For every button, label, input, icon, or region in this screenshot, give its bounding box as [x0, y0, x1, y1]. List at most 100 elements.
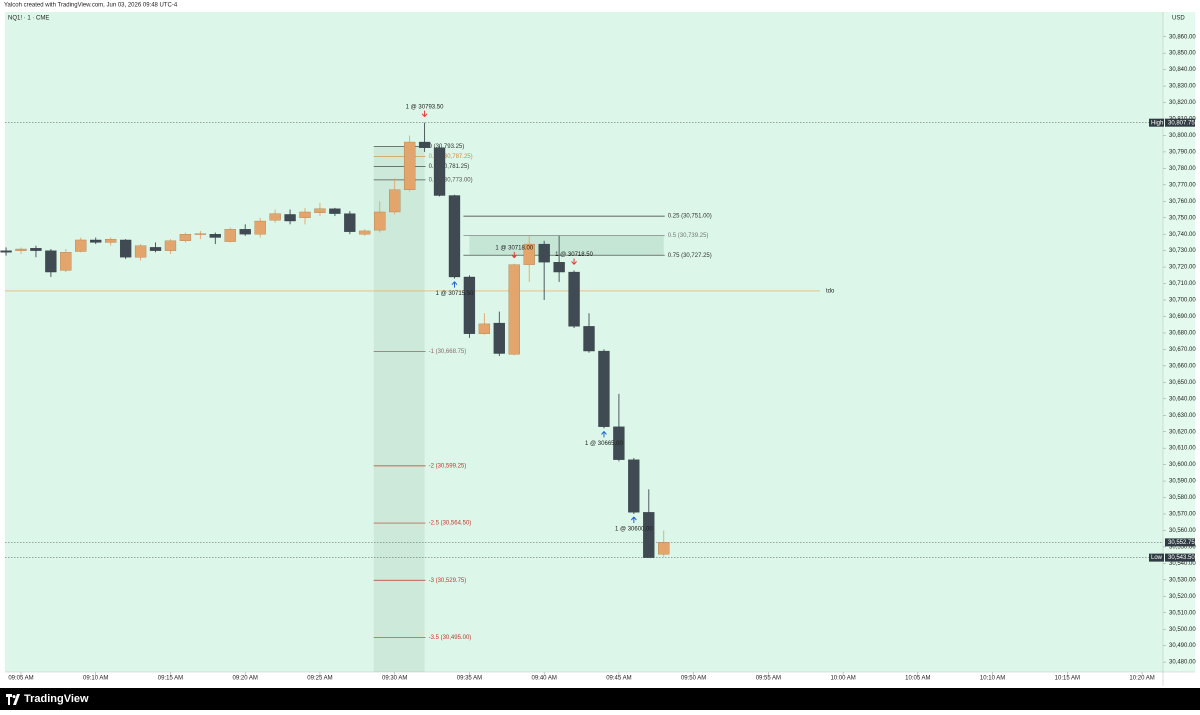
candle-body: [105, 238, 117, 243]
fib-label: -3.5 (30,495.00): [429, 635, 472, 641]
y-tick-label: 30,610.00: [1169, 446, 1196, 452]
buy-arrow: [601, 431, 607, 438]
y-tick-label: 30,530.00: [1169, 577, 1196, 583]
candle-body: [433, 147, 446, 196]
y-tick-label: 30,500.00: [1169, 627, 1196, 633]
x-tick-label: 09:50 AM: [681, 676, 706, 682]
x-tick-label: 09:55 AM: [756, 676, 781, 682]
y-tick-label: 30,490.00: [1169, 643, 1196, 649]
candle-body: [149, 247, 162, 251]
candle-body: [194, 233, 207, 235]
x-tick-label: 09:45 AM: [606, 676, 631, 682]
x-tick-label: 09:10 AM: [83, 676, 108, 682]
x-tick-label: 10:10 AM: [980, 676, 1005, 682]
candle-body: [119, 239, 132, 258]
y-tick-label: 30,670.00: [1169, 347, 1196, 353]
candle-body: [613, 426, 625, 460]
y-tick-label: 30,520.00: [1169, 594, 1196, 600]
trade-label: 1 @ 30715.50: [436, 291, 474, 297]
x-tick-label: 10:05 AM: [905, 676, 930, 682]
y-tick-label: 30,750.00: [1169, 215, 1196, 221]
trade-label: 1 @ 30665.00: [585, 441, 623, 447]
candle-body: [598, 350, 610, 427]
candle-body: [538, 243, 550, 263]
candle-body: [463, 276, 476, 334]
trade-label: 1 @ 30793.50: [406, 104, 444, 110]
price-badge-label: 30,543.50: [1168, 555, 1195, 561]
buy-arrow: [451, 281, 458, 288]
fib-label: -2 (30,599.25): [429, 463, 467, 469]
x-tick-label: 09:25 AM: [307, 676, 332, 682]
candle-body: [60, 252, 72, 271]
x-tick-label: 10:20 AM: [1129, 676, 1154, 682]
y-tick-label: 30,550.00: [1169, 544, 1196, 550]
candle-body: [299, 211, 311, 218]
tag-label: Low: [1151, 555, 1163, 561]
fib-label: 0.75 (30,727.25): [668, 253, 712, 259]
y-tick-label: 30,830.00: [1169, 84, 1196, 90]
candle-body: [628, 459, 640, 513]
candle-body: [389, 189, 401, 213]
x-tick-label: 10:15 AM: [1055, 676, 1080, 682]
candle-body: [568, 271, 580, 327]
candle-body: [239, 229, 251, 235]
y-tick-label: 30,740.00: [1169, 232, 1196, 238]
x-tick-label: 09:30 AM: [382, 676, 407, 682]
price-badge-label: 30,807.75: [1168, 120, 1195, 126]
candle-body: [359, 230, 371, 235]
y-tick-label: 30,820.00: [1169, 100, 1196, 106]
sell-arrow: [421, 110, 428, 118]
y-tick-label: 30,540.00: [1169, 561, 1196, 567]
y-tick-label: 30,860.00: [1169, 34, 1196, 40]
trade-label: 1 @ 30718.00: [495, 245, 533, 251]
sell-arrow: [571, 258, 577, 265]
candle-body: [314, 208, 326, 213]
candle-body: [344, 213, 356, 232]
fib-label: 0 (30,793.25): [429, 144, 465, 150]
candle-body: [643, 512, 655, 558]
candle-body: [45, 250, 57, 273]
buy-arrow: [630, 516, 637, 523]
candle-body: [374, 211, 386, 231]
fib-box: [469, 235, 664, 256]
price-badge-label: 30,552.75: [1168, 540, 1195, 546]
candle-body: [329, 208, 341, 214]
y-tick-label: 30,770.00: [1169, 182, 1196, 188]
footer-bar: [0, 688, 1200, 710]
price-badge: [1165, 118, 1195, 127]
candle-body: [0, 250, 12, 253]
y-tick-label: 30,600.00: [1169, 462, 1196, 468]
y-tick-label: 30,800.00: [1169, 133, 1196, 139]
y-tick-label: 30,850.00: [1169, 51, 1196, 57]
credit: Yalcoh created with TradingView.com, Jun…: [4, 3, 178, 9]
candle-body: [90, 239, 102, 243]
candle-body: [134, 245, 147, 258]
y-tick-label: 30,760.00: [1169, 199, 1196, 205]
y-tick-label: 30,590.00: [1169, 479, 1196, 485]
fib-label: 0.25 (30,787.25): [429, 154, 473, 160]
y-tick-label: 30,790.00: [1169, 149, 1196, 155]
x-tick-label: 09:35 AM: [457, 676, 482, 682]
candle-body: [15, 248, 27, 251]
y-tick-label: 30,570.00: [1169, 512, 1196, 518]
fib-label: -1 (30,668.75): [429, 349, 467, 355]
candle-body: [508, 264, 520, 355]
candle-body: [493, 322, 505, 354]
y-tick-label: 30,660.00: [1169, 363, 1196, 369]
candle-body: [583, 326, 595, 352]
y-tick-label: 30,700.00: [1169, 298, 1196, 304]
y-tick-label: 30,780.00: [1169, 166, 1196, 172]
candle-body: [269, 213, 281, 221]
candle-body: [224, 229, 236, 242]
fib-label: 0.5 (30,781.25): [429, 164, 470, 170]
brand: TradingView: [24, 693, 89, 705]
y-tick-label: 30,710.00: [1169, 281, 1196, 287]
y-tick-label: 30,680.00: [1169, 331, 1196, 337]
trade-label: 1 @ 30600.00: [615, 527, 653, 533]
y-tick-label: 30,690.00: [1169, 314, 1196, 320]
candle-body: [30, 248, 42, 251]
candle-body: [179, 234, 192, 241]
tag-badge: [1149, 553, 1164, 562]
